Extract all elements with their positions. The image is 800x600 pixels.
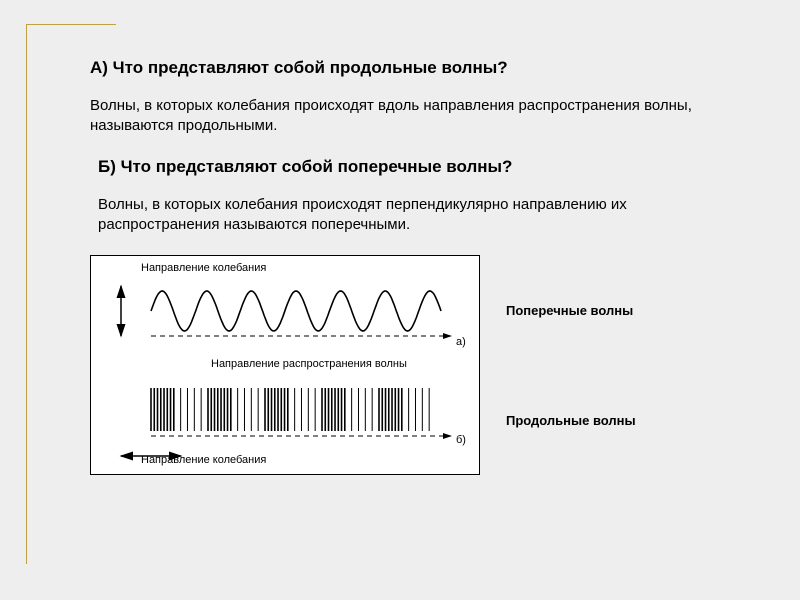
accent-line-horizontal (26, 24, 116, 25)
wave-diagram: Направление колебания Направление распро… (90, 255, 480, 475)
label-prop-mid: Направление распространения волны (211, 358, 407, 370)
accent-line-vertical (26, 24, 27, 564)
side-labels: Поперечные волны Продольные волны (506, 255, 636, 475)
body-a: Волны, в которых колебания происходят вд… (90, 96, 750, 137)
body-b: Волны, в которых колебания происходят пе… (90, 195, 750, 236)
side-label-longitudinal: Продольные волны (506, 413, 636, 428)
side-label-transverse: Поперечные волны (506, 303, 636, 318)
label-osc-bottom: Направление колебания (141, 454, 266, 466)
heading-b: Б) Что представляют собой поперечные вол… (90, 157, 750, 177)
diagram-row: Направление колебания Направление распро… (90, 255, 750, 475)
content-area: А) Что представляют собой продольные вол… (90, 58, 750, 475)
label-letter-b: б) (456, 434, 466, 446)
label-letter-a: а) (456, 336, 466, 348)
label-osc-top: Направление колебания (141, 262, 266, 274)
heading-a: А) Что представляют собой продольные вол… (90, 58, 750, 78)
